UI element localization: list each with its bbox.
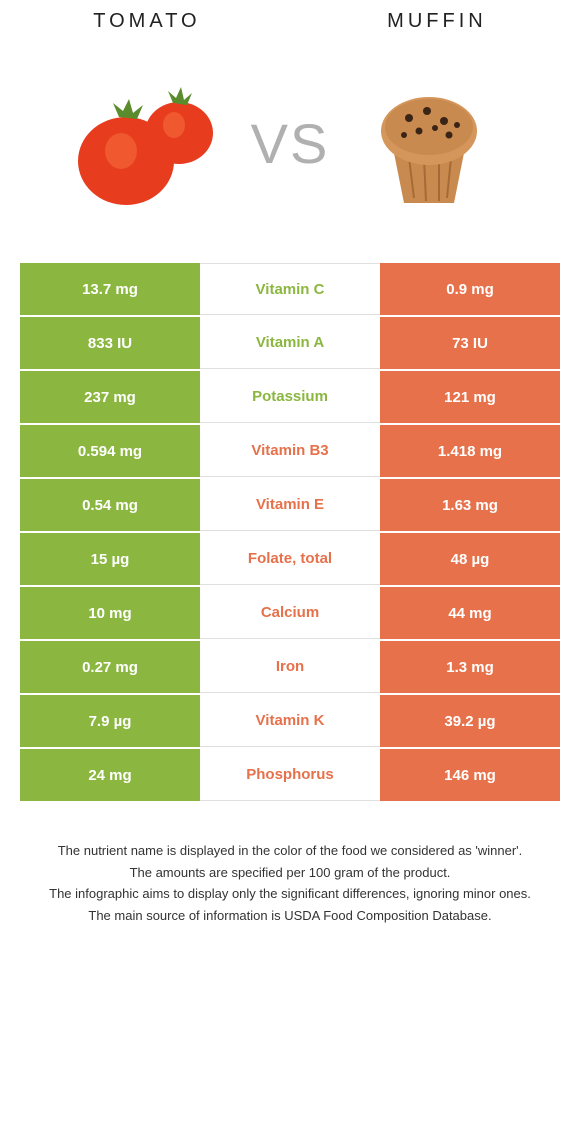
footnote-line: The infographic aims to display only the… — [30, 884, 550, 904]
table-row: 7.9 µgVitamin K39.2 µg — [20, 695, 560, 747]
right-value: 0.9 mg — [380, 263, 560, 315]
nutrient-label: Iron — [200, 641, 380, 693]
nutrient-label: Vitamin C — [200, 263, 380, 315]
nutrient-label: Vitamin B3 — [200, 425, 380, 477]
muffin-icon — [349, 63, 509, 223]
vs-row: VS — [0, 63, 580, 263]
table-row: 237 mgPotassium121 mg — [20, 371, 560, 423]
right-value: 73 IU — [380, 317, 560, 369]
nutrient-label: Vitamin K — [200, 695, 380, 747]
table-row: 15 µgFolate, total48 µg — [20, 533, 560, 585]
vs-label: VS — [251, 111, 330, 176]
left-value: 237 mg — [20, 371, 200, 423]
right-value: 1.418 mg — [380, 425, 560, 477]
right-value: 44 mg — [380, 587, 560, 639]
table-row: 0.594 mgVitamin B31.418 mg — [20, 425, 560, 477]
table-row: 13.7 mgVitamin C0.9 mg — [20, 263, 560, 315]
table-row: 833 IUVitamin A73 IU — [20, 317, 560, 369]
footnote-line: The main source of information is USDA F… — [30, 906, 550, 926]
table-row: 0.54 mgVitamin E1.63 mg — [20, 479, 560, 531]
left-value: 833 IU — [20, 317, 200, 369]
left-value: 13.7 mg — [20, 263, 200, 315]
footnote-line: The amounts are specified per 100 gram o… — [30, 863, 550, 883]
footnotes: The nutrient name is displayed in the co… — [30, 841, 550, 925]
table-row: 24 mgPhosphorus146 mg — [20, 749, 560, 801]
table-row: 10 mgCalcium44 mg — [20, 587, 560, 639]
left-value: 0.54 mg — [20, 479, 200, 531]
nutrient-label: Vitamin A — [200, 317, 380, 369]
right-value: 1.63 mg — [380, 479, 560, 531]
nutrient-table: 13.7 mgVitamin C0.9 mg833 IUVitamin A73 … — [20, 263, 560, 801]
right-value: 39.2 µg — [380, 695, 560, 747]
nutrient-label: Vitamin E — [200, 479, 380, 531]
right-value: 48 µg — [380, 533, 560, 585]
left-value: 0.594 mg — [20, 425, 200, 477]
nutrient-label: Phosphorus — [200, 749, 380, 801]
left-food-title: Tomato — [93, 10, 200, 33]
left-value: 24 mg — [20, 749, 200, 801]
header: Tomato Muffin — [0, 0, 580, 63]
left-value: 0.27 mg — [20, 641, 200, 693]
right-value: 1.3 mg — [380, 641, 560, 693]
right-value: 146 mg — [380, 749, 560, 801]
nutrient-label: Potassium — [200, 371, 380, 423]
right-food-title: Muffin — [387, 10, 487, 33]
left-value: 15 µg — [20, 533, 200, 585]
left-value: 7.9 µg — [20, 695, 200, 747]
nutrient-label: Folate, total — [200, 533, 380, 585]
tomato-icon — [71, 63, 231, 223]
left-value: 10 mg — [20, 587, 200, 639]
right-value: 121 mg — [380, 371, 560, 423]
nutrient-label: Calcium — [200, 587, 380, 639]
footnote-line: The nutrient name is displayed in the co… — [30, 841, 550, 861]
table-row: 0.27 mgIron1.3 mg — [20, 641, 560, 693]
